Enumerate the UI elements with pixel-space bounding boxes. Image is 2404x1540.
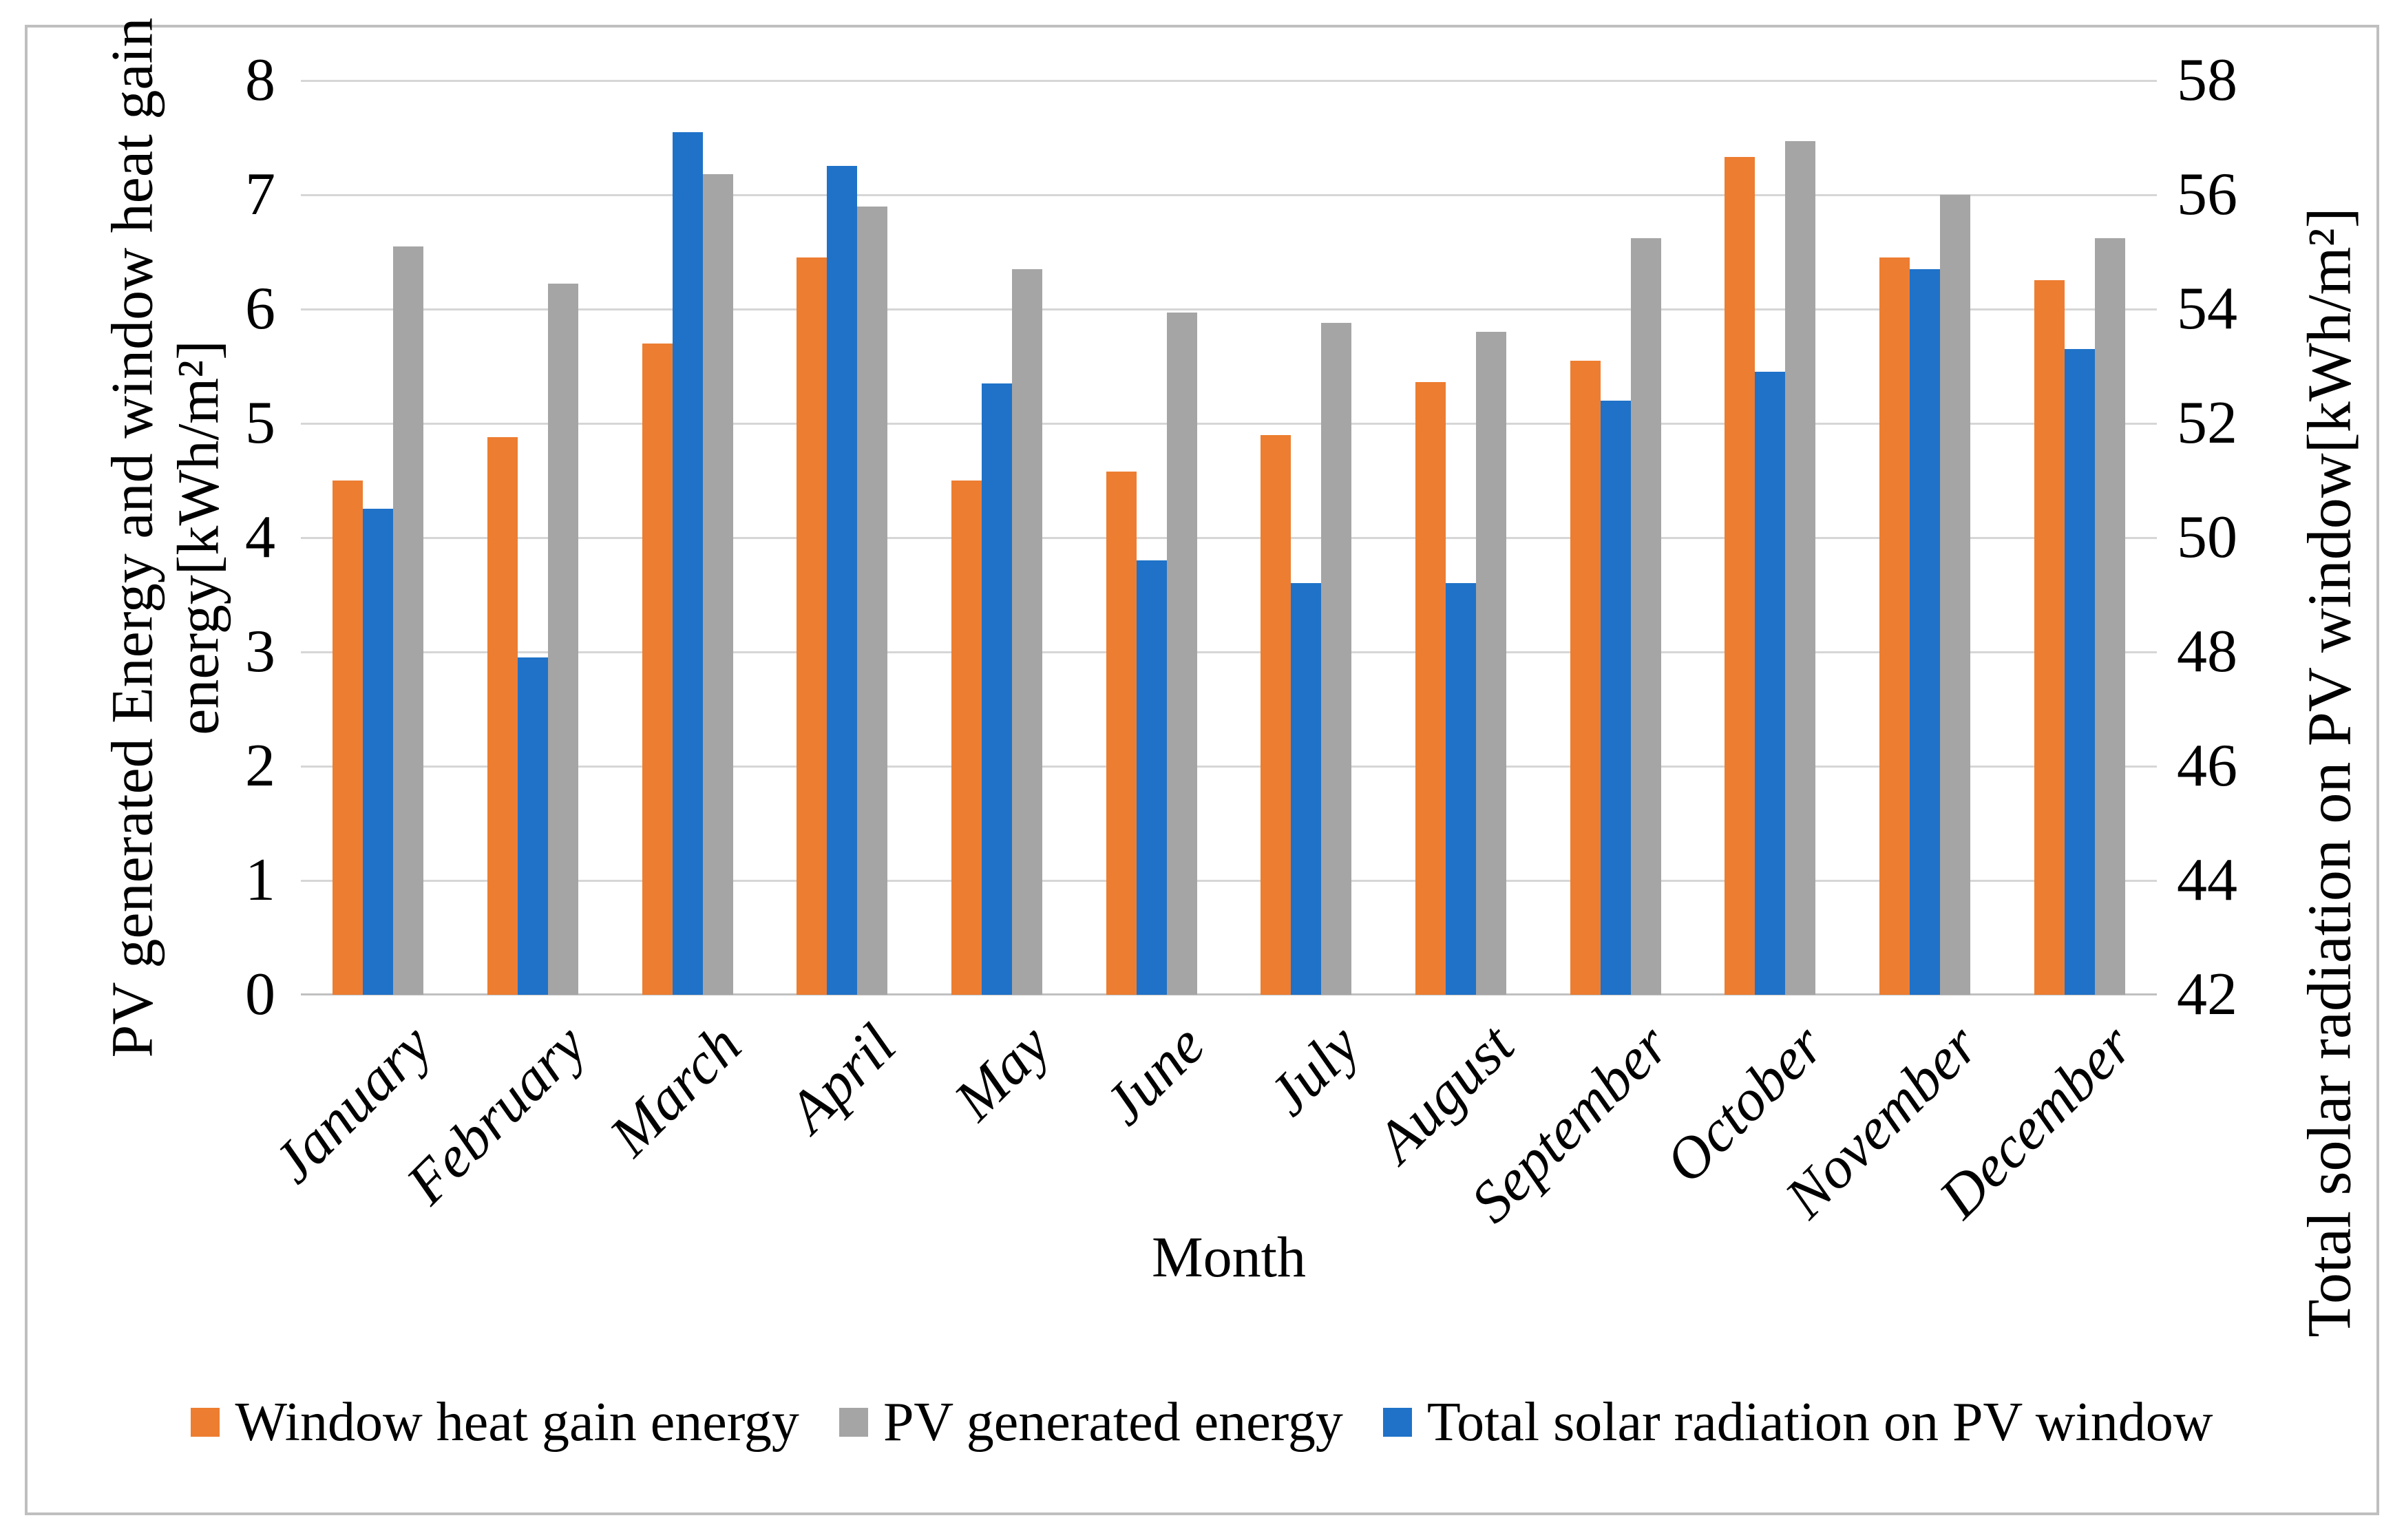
legend-swatch-pv-generated-energy <box>839 1408 868 1437</box>
right-axis-tick-label: 42 <box>2177 961 2237 1028</box>
left-axis-tick-label: 2 <box>245 732 275 799</box>
bar-group-june <box>1074 81 1229 995</box>
bar-group-may <box>920 81 1075 995</box>
bar-group-december <box>2002 81 2157 995</box>
bar-window-heat-gain-energy <box>1879 257 1910 995</box>
bar-window-heat-gain-energy <box>951 481 982 995</box>
left-axis-tick-label: 0 <box>245 961 275 1028</box>
gridline <box>301 879 2157 882</box>
legend-swatch-window-heat-gain-energy <box>191 1408 220 1437</box>
x-axis-title: Month <box>1151 1225 1307 1289</box>
bar-group-november <box>1848 81 2003 995</box>
bar-window-heat-gain-energy <box>1106 472 1137 995</box>
bar-group-july <box>1229 81 1384 995</box>
bar-window-heat-gain-energy <box>487 437 518 995</box>
legend-label: Window heat gain energy <box>235 1391 799 1453</box>
left-axis-tick-label: 3 <box>245 618 275 685</box>
bar-group-march <box>610 81 765 995</box>
bar-pv-generated-energy <box>857 207 888 995</box>
bar-pv-generated-energy <box>1475 332 1506 995</box>
right-axis-tick-label: 56 <box>2177 161 2237 228</box>
legend-swatch-total-solar-radiation-on-pv-window <box>1382 1408 1412 1437</box>
legend-label: Total solar radiation on PV window <box>1426 1391 2213 1453</box>
right-axis-tick-label: 54 <box>2177 275 2237 342</box>
bar-pv-generated-energy <box>1166 313 1197 995</box>
bar-pv-generated-energy <box>1939 195 1970 995</box>
legend-label: PV generated energy <box>883 1391 1343 1453</box>
gridline <box>301 651 2157 653</box>
bar-pv-generated-energy <box>1785 141 1816 995</box>
bar-group-october <box>1693 81 1848 995</box>
left-axis-title-line1: PV generated Energy and window heat gain <box>98 17 165 1058</box>
bar-group-january <box>301 81 456 995</box>
bar-total-solar-radiation-on-pv-window <box>517 657 548 995</box>
legend-item-pv-generated-energy: PV generated energy <box>839 1391 1343 1454</box>
right-axis-tick-label: 44 <box>2177 847 2237 914</box>
plot-area <box>301 79 2157 995</box>
bar-group-september <box>1538 81 1693 995</box>
bar-pv-generated-energy <box>547 284 578 995</box>
left-axis-tick-label: 8 <box>245 47 275 114</box>
left-axis-tick-label: 4 <box>245 504 275 571</box>
bar-total-solar-radiation-on-pv-window <box>1909 269 1940 995</box>
x-axis-line <box>301 993 2157 995</box>
bar-pv-generated-energy <box>1630 238 1661 995</box>
gridline <box>301 308 2157 310</box>
chart-legend: Window heat gain energy PV generated ener… <box>25 1380 2379 1465</box>
right-axis-tick-label: 52 <box>2177 390 2237 456</box>
bar-pv-generated-energy <box>702 174 733 995</box>
left-axis-tick-label: 7 <box>245 161 275 228</box>
bar-window-heat-gain-energy <box>1725 157 1755 995</box>
legend-item-total-solar-radiation-on-pv-window: Total solar radiation on PV window <box>1382 1391 2213 1454</box>
bar-window-heat-gain-energy <box>2034 280 2065 995</box>
bar-window-heat-gain-energy <box>642 344 673 995</box>
left-axis-tick-label: 6 <box>245 275 275 342</box>
bar-group-august <box>1384 81 1539 995</box>
bar-total-solar-radiation-on-pv-window <box>981 383 1012 995</box>
right-axis-tick-label: 50 <box>2177 504 2237 571</box>
left-axis-title-line2: energy[kWh/m²] <box>165 340 231 735</box>
bar-window-heat-gain-energy <box>333 481 363 995</box>
bar-total-solar-radiation-on-pv-window <box>1755 372 1786 995</box>
bar-pv-generated-energy <box>393 246 424 995</box>
bar-total-solar-radiation-on-pv-window <box>672 132 703 995</box>
bar-window-heat-gain-energy <box>1570 361 1601 995</box>
gridline <box>301 422 2157 425</box>
right-axis-tick-label: 48 <box>2177 618 2237 685</box>
bar-group-february <box>456 81 611 995</box>
bar-window-heat-gain-energy <box>797 257 827 995</box>
left-axis-title: PV generated Energy and window heat gain… <box>99 18 232 1058</box>
right-axis-tick-label: 58 <box>2177 47 2237 114</box>
bar-pv-generated-energy <box>2094 238 2125 995</box>
bar-total-solar-radiation-on-pv-window <box>1291 583 1322 995</box>
bar-total-solar-radiation-on-pv-window <box>1600 401 1631 995</box>
gridline <box>301 765 2157 768</box>
left-axis-tick-label: 1 <box>245 847 275 914</box>
gridline <box>301 79 2157 82</box>
right-axis-title: Total solar radiation on PV window[kWh/m… <box>2295 207 2364 1338</box>
gridline <box>301 536 2157 539</box>
left-axis-tick-label: 5 <box>245 390 275 456</box>
gridline <box>301 193 2157 196</box>
bar-total-solar-radiation-on-pv-window <box>827 166 858 995</box>
bar-window-heat-gain-energy <box>1261 435 1291 995</box>
bar-total-solar-radiation-on-pv-window <box>2064 349 2095 995</box>
bar-pv-generated-energy <box>1321 323 1352 995</box>
bar-total-solar-radiation-on-pv-window <box>1136 560 1167 995</box>
right-axis-tick-label: 46 <box>2177 732 2237 799</box>
legend-item-window-heat-gain-energy: Window heat gain energy <box>191 1391 799 1454</box>
bar-group-april <box>765 81 920 995</box>
bar-pv-generated-energy <box>1011 269 1042 995</box>
bar-total-solar-radiation-on-pv-window <box>363 509 394 995</box>
bar-total-solar-radiation-on-pv-window <box>1445 583 1476 995</box>
bar-window-heat-gain-energy <box>1415 382 1446 995</box>
